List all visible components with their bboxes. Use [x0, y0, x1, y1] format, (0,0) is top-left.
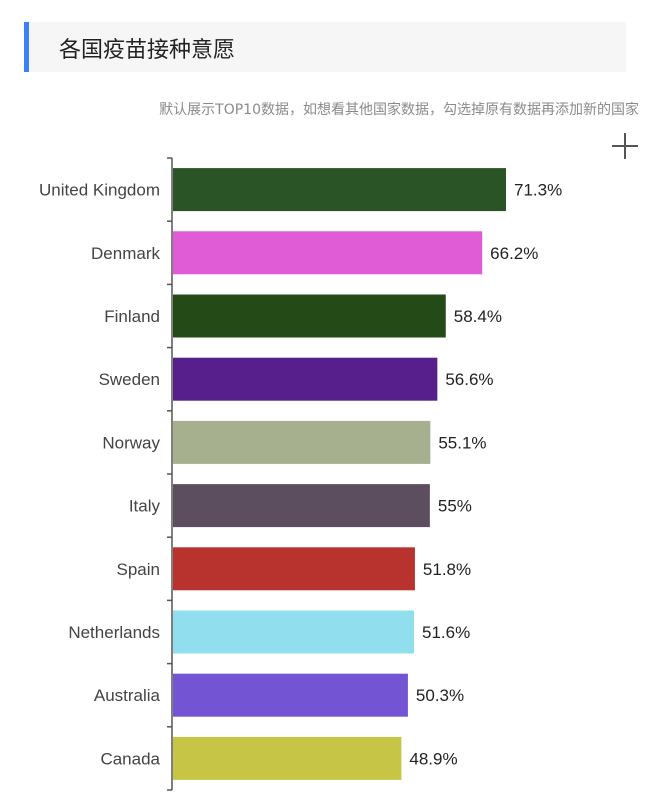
value-label: 55.1% — [438, 433, 486, 452]
value-label: 58.4% — [454, 307, 502, 326]
category-label: Norway — [102, 433, 160, 452]
page-title: 各国疫苗接种意愿 — [59, 38, 236, 63]
title-bar: 各国疫苗接种意愿 — [24, 22, 626, 72]
category-label: Denmark — [91, 244, 160, 263]
bar — [173, 736, 402, 780]
value-label: 51.6% — [422, 623, 470, 642]
value-label: 50.3% — [416, 686, 464, 705]
bar — [173, 420, 431, 464]
plus-icon[interactable] — [612, 133, 638, 159]
category-label: Netherlands — [68, 623, 160, 642]
bar — [173, 484, 430, 528]
category-label: Italy — [129, 497, 161, 516]
bar — [173, 357, 438, 401]
category-label: Spain — [117, 560, 160, 579]
bar — [173, 547, 415, 591]
value-label: 56.6% — [445, 370, 493, 389]
value-label: 55% — [438, 497, 472, 516]
bar — [173, 673, 408, 717]
category-label: Finland — [104, 307, 160, 326]
category-label: Australia — [94, 686, 161, 705]
bar — [173, 610, 414, 654]
category-label: Sweden — [99, 370, 160, 389]
bar — [173, 231, 483, 275]
category-label: United Kingdom — [39, 181, 160, 200]
value-label: 66.2% — [490, 244, 538, 263]
value-label: 51.8% — [423, 560, 471, 579]
page-subtitle: 默认展示TOP10数据，如想看其他国家数据，勾选掉原有数据再添加新的国家 — [159, 102, 639, 118]
bar — [173, 294, 446, 338]
value-label: 71.3% — [514, 181, 562, 200]
category-label: Canada — [100, 749, 160, 768]
bar — [173, 168, 506, 212]
value-label: 48.9% — [409, 749, 457, 768]
